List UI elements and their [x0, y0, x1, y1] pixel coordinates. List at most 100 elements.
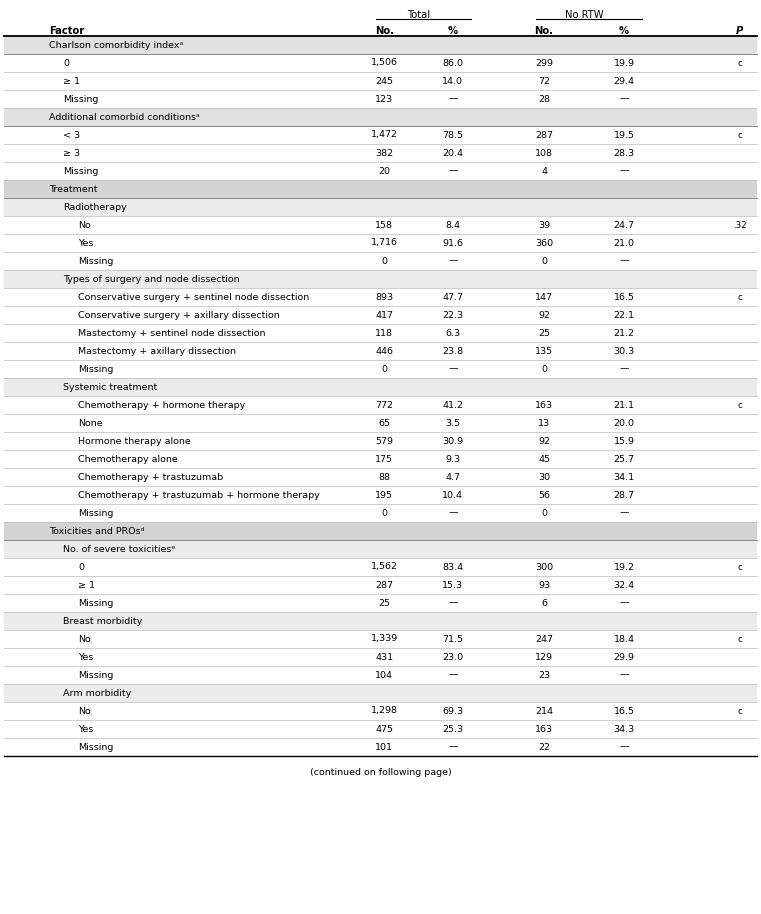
Text: 34.1: 34.1 — [613, 473, 635, 482]
Text: 25: 25 — [538, 328, 550, 337]
Text: —: — — [619, 671, 629, 679]
Text: 382: 382 — [375, 148, 393, 157]
Bar — [4, 342, 757, 360]
Text: —: — — [619, 166, 629, 175]
Text: 93: 93 — [538, 580, 550, 590]
Text: Missing: Missing — [78, 508, 113, 517]
Text: 72: 72 — [538, 77, 550, 86]
Text: 92: 92 — [538, 437, 550, 445]
Text: —: — — [619, 257, 629, 265]
Text: 14.0: 14.0 — [442, 77, 463, 86]
Bar — [4, 90, 757, 108]
Text: No.: No. — [375, 26, 393, 36]
Text: (continued on following page): (continued on following page) — [310, 768, 451, 777]
Bar — [4, 450, 757, 468]
Text: 1,716: 1,716 — [371, 239, 398, 248]
Bar — [4, 198, 757, 216]
Text: P: P — [736, 26, 743, 36]
Text: %: % — [619, 26, 629, 36]
Text: Breast morbidity: Breast morbidity — [63, 617, 142, 625]
Text: 29.4: 29.4 — [613, 77, 635, 86]
Text: %: % — [447, 26, 458, 36]
Text: —: — — [619, 742, 629, 751]
Text: 19.9: 19.9 — [613, 58, 635, 68]
Text: 21.2: 21.2 — [613, 328, 635, 337]
Text: 71.5: 71.5 — [442, 634, 463, 643]
Bar — [4, 378, 757, 396]
Text: Treatment: Treatment — [49, 185, 98, 194]
Text: Yes: Yes — [78, 239, 94, 248]
Text: Chemotherapy + trastuzumab: Chemotherapy + trastuzumab — [78, 473, 224, 482]
Text: 163: 163 — [535, 725, 553, 734]
Text: Radiotherapy: Radiotherapy — [63, 203, 127, 211]
Text: Yes: Yes — [78, 653, 94, 662]
Text: 4: 4 — [541, 166, 547, 175]
Bar — [4, 144, 757, 162]
Text: Yes: Yes — [78, 725, 94, 734]
Text: 0: 0 — [381, 365, 387, 374]
Text: 21.0: 21.0 — [613, 239, 635, 248]
Text: Chemotherapy + hormone therapy: Chemotherapy + hormone therapy — [78, 400, 246, 409]
Text: c: c — [737, 707, 742, 716]
Bar — [4, 738, 757, 756]
Text: < 3: < 3 — [63, 131, 81, 140]
Text: 23.8: 23.8 — [442, 346, 463, 356]
Text: 0: 0 — [78, 562, 84, 571]
Text: 24.7: 24.7 — [613, 220, 635, 229]
Text: 417: 417 — [375, 311, 393, 320]
Text: No: No — [78, 707, 91, 716]
Text: 23.0: 23.0 — [442, 653, 463, 662]
Text: 41.2: 41.2 — [442, 400, 463, 409]
Text: 299: 299 — [535, 58, 553, 68]
Bar — [4, 666, 757, 684]
Text: c: c — [737, 131, 742, 140]
Text: 1,506: 1,506 — [371, 58, 398, 68]
Text: 19.5: 19.5 — [613, 131, 635, 140]
Text: 3.5: 3.5 — [445, 419, 460, 428]
Text: Conservative surgery + sentinel node dissection: Conservative surgery + sentinel node dis… — [78, 292, 310, 302]
Text: 108: 108 — [535, 148, 553, 157]
Text: Charlson comorbidity indexᵃ: Charlson comorbidity indexᵃ — [49, 40, 183, 49]
Bar — [4, 648, 757, 666]
Text: 104: 104 — [375, 671, 393, 679]
Text: 21.1: 21.1 — [613, 400, 635, 409]
Text: 16.5: 16.5 — [613, 707, 635, 716]
Bar — [4, 468, 757, 486]
Text: 22: 22 — [538, 742, 550, 751]
Text: No. of severe toxicitiesᵉ: No. of severe toxicitiesᵉ — [63, 545, 176, 554]
Text: 92: 92 — [538, 311, 550, 320]
Text: —: — — [448, 94, 457, 103]
Bar — [4, 612, 757, 630]
Bar — [4, 270, 757, 288]
Text: Missing: Missing — [63, 94, 98, 103]
Text: 30: 30 — [538, 473, 550, 482]
Text: 772: 772 — [375, 400, 393, 409]
Text: 25: 25 — [378, 599, 390, 608]
Bar — [4, 576, 757, 594]
Text: 475: 475 — [375, 725, 393, 734]
Text: Missing: Missing — [78, 671, 113, 679]
Bar — [4, 486, 757, 504]
Text: 247: 247 — [535, 634, 553, 643]
Text: 28: 28 — [538, 94, 550, 103]
Text: 158: 158 — [375, 220, 393, 229]
Text: c: c — [737, 634, 742, 643]
Text: 19.2: 19.2 — [613, 562, 635, 571]
Text: 446: 446 — [375, 346, 393, 356]
Text: 78.5: 78.5 — [442, 131, 463, 140]
Text: ≥ 1: ≥ 1 — [78, 580, 95, 590]
Text: 1,298: 1,298 — [371, 707, 398, 716]
Text: Factor: Factor — [49, 26, 84, 36]
Text: 893: 893 — [375, 292, 393, 302]
Text: —: — — [448, 166, 457, 175]
Text: 1,472: 1,472 — [371, 131, 398, 140]
Text: 123: 123 — [375, 94, 393, 103]
Text: Missing: Missing — [78, 365, 113, 374]
Bar — [4, 324, 757, 342]
Text: 147: 147 — [535, 292, 553, 302]
Text: Conservative surgery + axillary dissection: Conservative surgery + axillary dissecti… — [78, 311, 280, 320]
Text: 579: 579 — [375, 437, 393, 445]
Text: —: — — [619, 365, 629, 374]
Text: 118: 118 — [375, 328, 393, 337]
Text: 20.4: 20.4 — [442, 148, 463, 157]
